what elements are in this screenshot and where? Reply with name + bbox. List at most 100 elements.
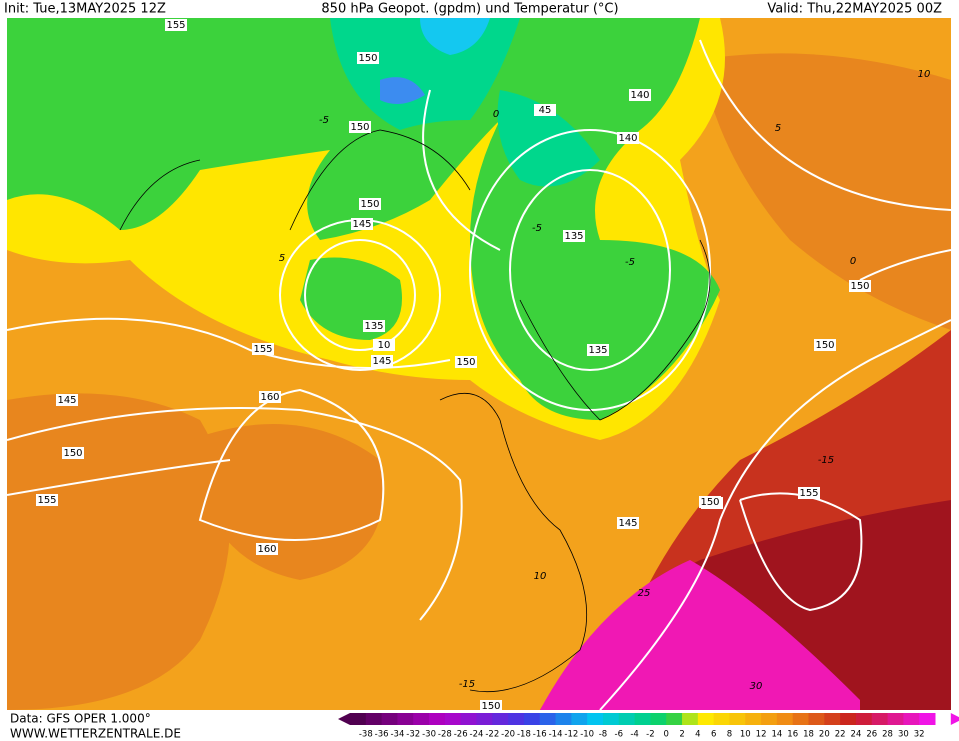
- colorbar-label: 28: [882, 730, 893, 740]
- coldest-region: [380, 77, 425, 104]
- map: [7, 18, 951, 710]
- colorbar-swatch: [508, 713, 525, 725]
- colorbar-label: -16: [533, 730, 547, 740]
- colorbar: -38 -36 -34 -32 -30 -28 -26 -24 -22 -20 -18 -16 -14-…: [338, 713, 959, 740]
- colorbar-label: -8: [599, 730, 607, 740]
- colorbar-swatch: [492, 713, 509, 725]
- contour-label-box: [371, 355, 393, 367]
- colorbar-label: -2: [646, 730, 654, 740]
- isotherm-label: 25: [638, 588, 651, 599]
- colorbar-label: 10: [740, 730, 751, 740]
- colorbar-swatch: [776, 713, 794, 725]
- colorbar-swatch: [460, 713, 477, 725]
- isotherm-label: -5: [319, 115, 329, 126]
- colorbar-label: -22: [485, 730, 499, 740]
- colorbar-swatch: [745, 713, 762, 725]
- colorbar-arrow-right: [950, 713, 959, 725]
- colorbar-swatch: [824, 713, 841, 725]
- warm-region: [190, 424, 384, 580]
- colorbar-swatch: [381, 713, 398, 725]
- colorbar-swatch: [697, 713, 715, 725]
- contour-label: 145: [352, 219, 371, 230]
- contour-label-box: [252, 343, 274, 355]
- contour-label-box: [56, 394, 78, 406]
- colorbar-swatch: [365, 713, 383, 725]
- colorbar-label: -20: [501, 730, 515, 740]
- colder-region: [330, 18, 520, 130]
- colorbar-label: -12: [564, 730, 578, 740]
- colorbar-label: 24: [851, 730, 862, 740]
- contour-label: 150: [360, 199, 379, 210]
- colorbar-swatch: [350, 713, 367, 725]
- isotherm-label: -15: [818, 455, 834, 466]
- contour-label: 150: [815, 340, 834, 351]
- contour-label: 150: [700, 497, 719, 508]
- colorbar-swatch: [429, 713, 446, 725]
- colorbar-swatch: [792, 713, 810, 725]
- colorbar-label: 20: [819, 730, 830, 740]
- colorbar-swatch: [713, 713, 730, 725]
- isotherm-label: 0: [493, 109, 499, 120]
- contour-label: 135: [588, 345, 607, 356]
- colorbar-swatch: [571, 713, 588, 725]
- colorbar-label: -38: [359, 730, 373, 740]
- contour-label-box: [617, 132, 639, 144]
- map-title: 850 hPa Geopot. (gpdm) und Temperatur (°…: [321, 2, 618, 17]
- colorbar-swatch: [808, 713, 825, 725]
- data-source: Data: GFS OPER 1.000°: [10, 712, 151, 726]
- colorbar-swatch: [587, 713, 604, 725]
- colorbar-label: 8: [727, 730, 732, 740]
- colorbar-label: -26: [454, 730, 468, 740]
- init-time: Init: Tue,13MAY2025 12Z: [4, 2, 166, 17]
- colorbar-label: 30: [898, 730, 909, 740]
- contour-label-box: [373, 339, 395, 351]
- colorbar-swatch: [729, 713, 746, 725]
- isotherm-label: 5: [279, 253, 285, 264]
- contour-label: 150: [850, 281, 869, 292]
- colorbar-swatch: [666, 713, 683, 725]
- contour-label-box: [534, 104, 556, 116]
- geopotential-contours: [7, 39, 951, 710]
- colorbar-label: 22: [835, 730, 846, 740]
- contour-label: 145: [57, 395, 76, 406]
- contour-label-box: [363, 320, 385, 332]
- colorbar-swatch: [840, 713, 857, 725]
- contour-label-box: [699, 496, 721, 508]
- colorbar-swatch: [650, 713, 667, 725]
- contour-label: 140: [630, 90, 649, 101]
- colorbar-label: -6: [615, 730, 623, 740]
- contour-label: 135: [364, 321, 383, 332]
- contour-label: 155: [799, 488, 818, 499]
- contour-label: 150: [456, 357, 475, 368]
- warm-region: [700, 53, 951, 330]
- contour-label: 135: [564, 231, 583, 242]
- colorbar-swatch: [444, 713, 462, 725]
- colorbar-label: 4: [695, 730, 700, 740]
- contour-label: 160: [257, 544, 276, 555]
- very-hot-region: [540, 560, 860, 710]
- colorbar-label: -4: [630, 730, 638, 740]
- colorbar-label: 14: [771, 730, 782, 740]
- contour-label-box: [617, 517, 639, 529]
- colorbar-label: 2: [679, 730, 684, 740]
- map-labels: 155 150 150 140 45 150 140 135 150 145 135 10 145 150…: [36, 19, 930, 712]
- colorbar-swatch: [903, 713, 920, 725]
- colorbar-label: 16: [787, 730, 798, 740]
- colorbar-swatch: [539, 713, 557, 725]
- contour-label: 45: [539, 105, 552, 116]
- contour-label-box: [256, 543, 278, 555]
- contour-label: 150: [63, 448, 82, 459]
- colorbar-label: 0: [664, 730, 669, 740]
- isotherm-label: 10: [534, 571, 547, 582]
- colorbar-arrow-left: [338, 713, 350, 725]
- colorbar-swatch: [887, 713, 904, 725]
- isotherm-label: -15: [459, 679, 475, 690]
- colorbar-label: -14: [549, 730, 563, 740]
- colorbar-label: -10: [580, 730, 594, 740]
- colorbar-label: -30: [422, 730, 436, 740]
- colorbar-label: 12: [756, 730, 767, 740]
- contour-label-box: [259, 391, 281, 403]
- contour-label-box: [349, 121, 371, 133]
- contour-label-box: [455, 356, 477, 368]
